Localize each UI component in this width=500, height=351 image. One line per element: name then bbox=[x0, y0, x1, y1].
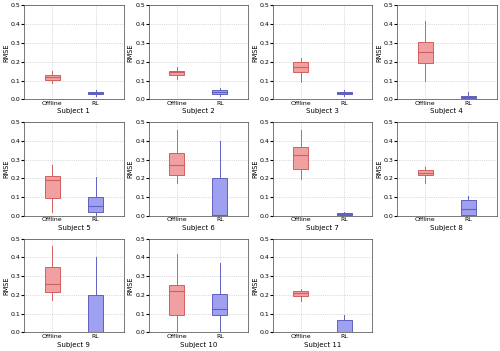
Y-axis label: RMSE: RMSE bbox=[376, 160, 382, 178]
X-axis label: Subject 10: Subject 10 bbox=[180, 342, 217, 347]
Y-axis label: RMSE: RMSE bbox=[252, 160, 258, 178]
Y-axis label: RMSE: RMSE bbox=[252, 276, 258, 295]
Bar bbox=[336, 213, 351, 215]
Bar bbox=[461, 200, 476, 215]
Bar bbox=[336, 320, 351, 332]
Bar bbox=[418, 171, 433, 175]
X-axis label: Subject 8: Subject 8 bbox=[430, 225, 464, 231]
Y-axis label: RMSE: RMSE bbox=[4, 43, 10, 62]
Bar bbox=[461, 96, 476, 98]
Bar bbox=[169, 285, 184, 315]
X-axis label: Subject 2: Subject 2 bbox=[182, 108, 214, 114]
X-axis label: Subject 5: Subject 5 bbox=[58, 225, 90, 231]
Bar bbox=[88, 92, 103, 94]
Y-axis label: RMSE: RMSE bbox=[128, 160, 134, 178]
X-axis label: Subject 4: Subject 4 bbox=[430, 108, 463, 114]
Y-axis label: RMSE: RMSE bbox=[252, 43, 258, 62]
Bar bbox=[294, 62, 308, 72]
X-axis label: Subject 11: Subject 11 bbox=[304, 342, 341, 347]
Bar bbox=[44, 74, 60, 80]
Y-axis label: RMSE: RMSE bbox=[4, 160, 10, 178]
Bar bbox=[88, 295, 103, 332]
X-axis label: Subject 6: Subject 6 bbox=[182, 225, 214, 231]
Bar bbox=[418, 42, 433, 63]
X-axis label: Subject 3: Subject 3 bbox=[306, 108, 339, 114]
Bar bbox=[212, 178, 228, 216]
Y-axis label: RMSE: RMSE bbox=[4, 276, 10, 295]
Bar bbox=[44, 267, 60, 292]
Y-axis label: RMSE: RMSE bbox=[128, 276, 134, 295]
Bar bbox=[169, 71, 184, 74]
X-axis label: Subject 7: Subject 7 bbox=[306, 225, 339, 231]
Bar bbox=[294, 291, 308, 296]
Bar bbox=[336, 92, 351, 94]
Bar bbox=[169, 153, 184, 175]
Bar bbox=[212, 294, 228, 315]
Bar bbox=[88, 197, 103, 212]
X-axis label: Subject 9: Subject 9 bbox=[58, 342, 90, 347]
Bar bbox=[212, 90, 228, 94]
Bar bbox=[44, 177, 60, 198]
X-axis label: Subject 1: Subject 1 bbox=[58, 108, 90, 114]
Y-axis label: RMSE: RMSE bbox=[128, 43, 134, 62]
Bar bbox=[294, 147, 308, 169]
Y-axis label: RMSE: RMSE bbox=[376, 43, 382, 62]
